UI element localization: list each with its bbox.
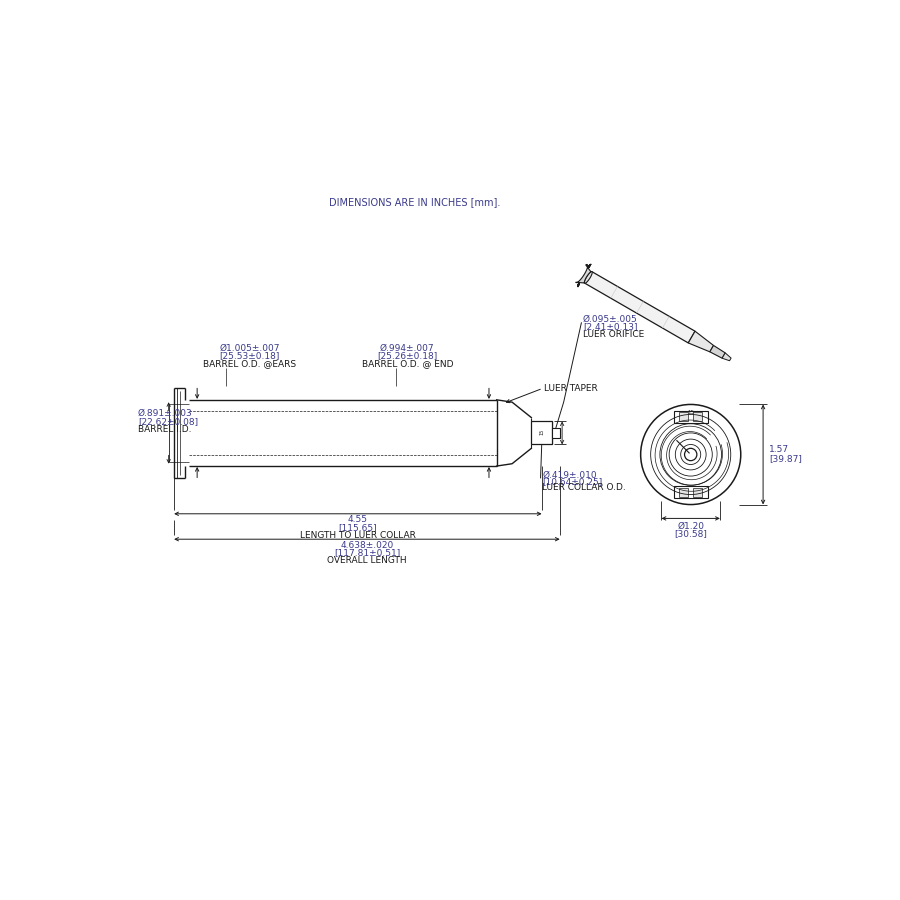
Text: [10.64±0.25]: [10.64±0.25] — [542, 477, 602, 486]
Text: [39.87]: [39.87] — [770, 454, 802, 464]
Text: BARREL O.D. @EARS: BARREL O.D. @EARS — [202, 359, 296, 368]
Polygon shape — [578, 283, 580, 287]
Text: 4.638±.020: 4.638±.020 — [340, 541, 393, 550]
Text: [115.65]: [115.65] — [338, 523, 377, 532]
Text: [117.81±0.51]: [117.81±0.51] — [334, 548, 400, 557]
Text: Ø.994±.007: Ø.994±.007 — [380, 344, 435, 353]
Polygon shape — [588, 264, 591, 269]
Polygon shape — [722, 353, 731, 361]
Text: LUER ORIFICE: LUER ORIFICE — [583, 330, 644, 339]
Text: Ø.419±.010: Ø.419±.010 — [542, 471, 597, 480]
Bar — [693, 412, 702, 421]
Text: [25.26±0.18]: [25.26±0.18] — [377, 351, 437, 360]
Text: [30.58]: [30.58] — [674, 529, 707, 538]
Text: 15: 15 — [539, 428, 544, 435]
Polygon shape — [576, 265, 591, 283]
Bar — [693, 488, 702, 497]
Text: Ø.095±.005: Ø.095±.005 — [583, 314, 638, 323]
Text: Ø.891±.003: Ø.891±.003 — [138, 410, 193, 418]
Text: Ø1.005±.007: Ø1.005±.007 — [220, 344, 280, 353]
Circle shape — [641, 404, 741, 505]
Text: 1.57: 1.57 — [770, 446, 789, 454]
Text: LUER COLLAR O.D.: LUER COLLAR O.D. — [542, 483, 625, 492]
Text: [22.62±0.08]: [22.62±0.08] — [138, 417, 198, 426]
Bar — [680, 488, 688, 497]
Bar — [531, 421, 552, 445]
Text: BARREL O.D. @ END: BARREL O.D. @ END — [362, 359, 453, 368]
Text: LENGTH TO LUER COLLAR: LENGTH TO LUER COLLAR — [300, 531, 416, 540]
Bar — [680, 412, 688, 421]
Text: BARREL I.D.: BARREL I.D. — [138, 425, 192, 434]
Text: LUER TAPER: LUER TAPER — [544, 383, 598, 392]
Text: [2.41±0.13]: [2.41±0.13] — [583, 322, 637, 331]
Polygon shape — [688, 331, 714, 352]
Polygon shape — [585, 272, 695, 343]
Bar — [552, 428, 560, 438]
Polygon shape — [710, 346, 725, 358]
Text: 4.55: 4.55 — [348, 516, 368, 525]
Text: DIMENSIONS ARE IN INCHES [mm].: DIMENSIONS ARE IN INCHES [mm]. — [329, 197, 500, 207]
Circle shape — [685, 448, 697, 461]
Bar — [674, 410, 707, 423]
Bar — [674, 486, 707, 499]
Polygon shape — [584, 272, 592, 284]
Text: Ø1.20: Ø1.20 — [677, 521, 704, 530]
Text: [25.53±0.18]: [25.53±0.18] — [220, 351, 280, 360]
Text: OVERALL LENGTH: OVERALL LENGTH — [327, 556, 407, 565]
Text: 15: 15 — [688, 410, 694, 415]
